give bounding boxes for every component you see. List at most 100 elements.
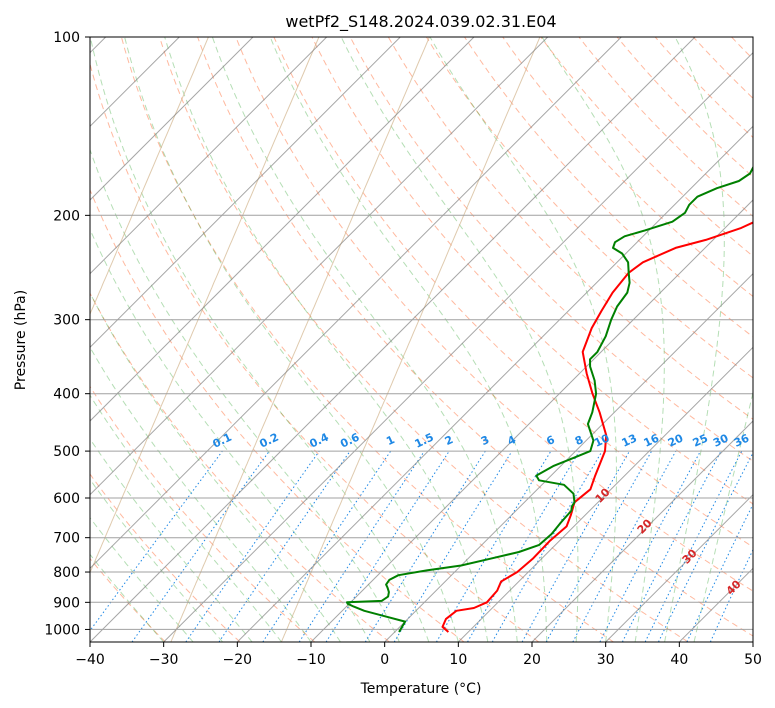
x-tick-label: −30	[149, 652, 179, 668]
moist-adiabat-line	[429, 37, 617, 642]
moist-adiabat-line	[269, 37, 548, 642]
dry-adiabat-line	[159, 37, 689, 642]
mixing-ratio-label: 10	[592, 431, 612, 449]
reference-arc-line	[90, 37, 209, 316]
y-tick-label: 500	[53, 444, 80, 460]
isotherm-line	[90, 37, 328, 275]
moist-adiabat-line	[664, 37, 725, 642]
isotherm-line	[310, 199, 753, 642]
x-tick-label: 0	[380, 652, 389, 668]
y-tick-label: 300	[53, 313, 80, 329]
chart-title: wetPf2_S148.2024.039.02.31.E04	[285, 12, 556, 32]
reference-arc-line	[280, 37, 541, 642]
mixing-ratio-label: 30	[711, 431, 731, 449]
profile-series-line	[441, 221, 753, 633]
dry-adiabat-line	[578, 37, 753, 218]
dry-adiabat-line	[692, 37, 753, 99]
isotherm-line	[605, 493, 753, 642]
mixing-ratio-line	[262, 450, 392, 642]
x-tick-label: 40	[670, 652, 688, 668]
reference-arc-line	[90, 37, 320, 574]
mixing-ratio-line	[709, 548, 753, 642]
dry-adiabat-line	[90, 62, 540, 642]
reference-arc-line	[170, 37, 430, 642]
y-tick-label: 800	[53, 565, 80, 581]
isotherm-line	[752, 641, 753, 642]
moist-adiabat-line	[90, 394, 282, 642]
isotherm-line	[90, 37, 549, 496]
mixing-ratio-line	[545, 450, 653, 642]
isotherm-line	[236, 125, 753, 642]
moist-adiabat-line	[90, 346, 312, 642]
dry-adiabat-label: 0	[11, 29, 26, 44]
moist-adiabat-line	[90, 148, 400, 642]
isotherm-line	[531, 420, 753, 642]
mixing-ratio-line	[644, 450, 743, 642]
isotherm-line	[90, 37, 622, 570]
x-tick-label: −10	[296, 652, 326, 668]
profile-series-line	[346, 165, 753, 633]
dry-adiabat-line	[273, 37, 753, 548]
moist-adiabat-label: 20	[635, 516, 655, 536]
moist-adiabat-label: 10	[593, 485, 613, 505]
y-tick-label: 100	[53, 30, 80, 46]
isotherm-line	[90, 37, 254, 201]
mixing-ratio-line	[218, 450, 351, 642]
isotherm-line	[90, 37, 696, 642]
dry-adiabat-line	[387, 37, 753, 420]
isotherm-line	[457, 346, 753, 642]
mixing-ratio-label: 13	[620, 432, 639, 450]
mixing-ratio-line	[325, 450, 450, 642]
dry-adiabat-line	[90, 473, 241, 642]
moist-adiabat-line	[340, 37, 579, 642]
x-tick-label: 50	[744, 652, 762, 668]
mixing-ratio-line	[90, 450, 223, 632]
moist-adiabat-line	[541, 37, 665, 642]
y-tick-label: 900	[53, 595, 80, 611]
x-tick-label: −40	[75, 652, 105, 668]
mixing-ratio-line	[393, 450, 513, 642]
mixing-ratio-line	[131, 450, 270, 642]
mixing-ratio-line	[185, 450, 320, 642]
mixing-ratio-label: 8	[573, 433, 585, 448]
y-tick-label: 400	[53, 387, 80, 403]
dry-adiabat-line	[770, 37, 775, 642]
mixing-ratio-label: 3	[479, 433, 491, 448]
mixing-ratio-label: 1	[384, 433, 396, 448]
mixing-ratio-line	[599, 450, 701, 642]
mixing-ratio-label: 2	[443, 433, 455, 448]
dry-adiabat-line	[311, 37, 753, 505]
y-axis-title: Pressure (hPa)	[13, 290, 29, 390]
mixing-ratio-label: 25	[691, 432, 710, 450]
x-tick-label: −20	[223, 652, 253, 668]
dry-adiabat-line	[235, 37, 753, 592]
y-tick-label: 1000	[44, 622, 80, 638]
moist-adiabat-line	[90, 228, 371, 642]
mixing-ratio-line	[364, 450, 486, 642]
dry-adiabat-line	[90, 292, 390, 642]
x-axis-title: Temperature (°C)	[360, 681, 482, 697]
moist-adiabat-line	[693, 390, 753, 642]
mixing-ratio-label: 16	[642, 431, 662, 449]
mixing-ratio-label: 6	[544, 433, 557, 448]
moist-adiabat-line	[211, 37, 518, 642]
dry-adiabat-line	[349, 37, 753, 462]
mixing-ratio-label: 36	[732, 431, 752, 449]
mixing-ratio-label: 20	[666, 431, 686, 449]
dry-adiabat-line	[120, 37, 614, 642]
y-tick-label: 600	[53, 491, 80, 507]
moist-adiabat-line	[90, 37, 430, 642]
y-tick-label: 700	[53, 531, 80, 547]
isotherm-line	[90, 37, 401, 349]
mixing-ratio-line	[467, 450, 580, 642]
moist-adiabat-line	[124, 37, 459, 642]
moist-adiabat-line	[90, 478, 223, 642]
moist-adiabat-line	[90, 438, 253, 642]
mixing-ratio-line	[572, 450, 677, 642]
mixing-ratio-line	[298, 450, 425, 642]
mixing-ratio-label: 0.2	[258, 431, 281, 451]
x-tick-label: 20	[523, 652, 541, 668]
x-tick-label: 10	[449, 652, 467, 668]
dry-adiabat-line	[90, 385, 316, 642]
